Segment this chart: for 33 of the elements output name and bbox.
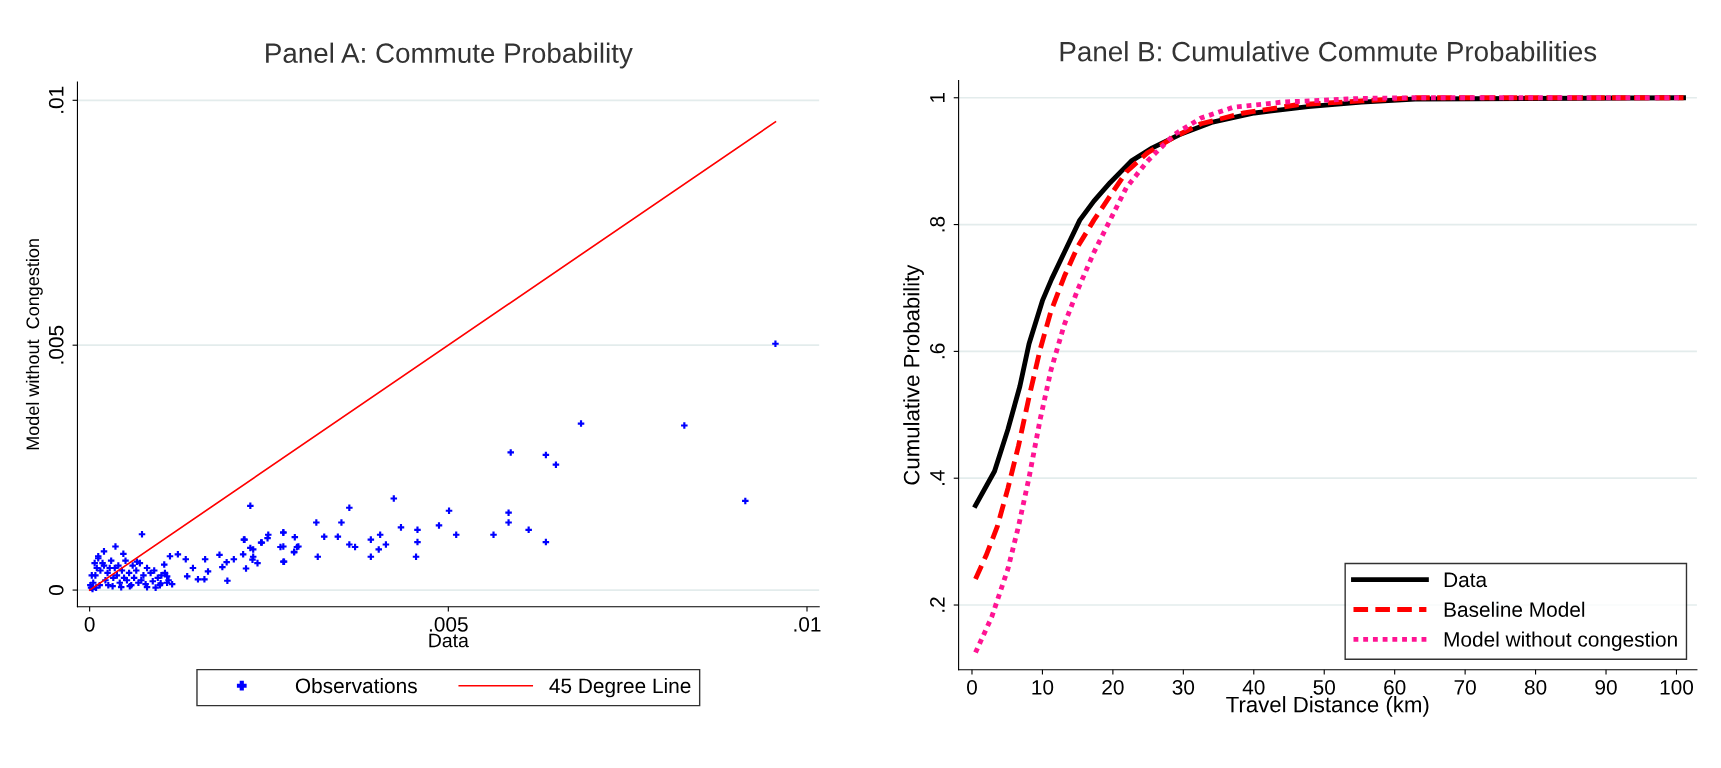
y-tick-label: .8 xyxy=(930,216,945,232)
chart-title: Panel B: Cumulative Commute Probabilities xyxy=(1060,41,1597,62)
x-axis-title: Data xyxy=(429,633,469,648)
x-tick-label: 100 xyxy=(1660,679,1694,695)
y-tick-label: 0 xyxy=(48,585,64,596)
x-tick-label: 40 xyxy=(1242,679,1265,695)
x-tick-label: 30 xyxy=(1172,679,1195,695)
x-tick-label: 10 xyxy=(1032,679,1054,695)
x-tick-label: 60 xyxy=(1384,679,1406,695)
x-tick-label: 0 xyxy=(967,679,977,695)
y-tick-label: .2 xyxy=(930,597,945,612)
y-tick-label: .005 xyxy=(48,325,64,364)
y-tick-label: .6 xyxy=(930,343,945,359)
chart-title: Panel A: Commute Probability xyxy=(266,42,633,69)
y-tick-label: .4 xyxy=(930,470,945,485)
legend-label: Baseline Model xyxy=(1444,601,1585,617)
y-axis-title: Model without Congestion xyxy=(25,239,43,450)
x-tick-label: .01 xyxy=(794,616,821,632)
x-tick-label: 0 xyxy=(84,616,95,632)
y-axis-title: Cumulative Probability xyxy=(903,264,924,485)
legend-label: Data xyxy=(1444,572,1488,588)
y-tick-label: .01 xyxy=(48,86,64,113)
x-tick-label: .005 xyxy=(429,616,468,632)
x-tick-label: 50 xyxy=(1313,679,1335,695)
legend-label: Observations xyxy=(295,677,417,694)
legend-label: Model without congestion xyxy=(1444,631,1677,651)
x-tick-label: 70 xyxy=(1454,679,1476,695)
x-tick-label: 80 xyxy=(1524,679,1547,695)
x-axis-title: Travel Distance (km) xyxy=(1226,696,1429,717)
x-tick-label: 20 xyxy=(1102,679,1124,695)
y-tick-label: 1 xyxy=(930,92,945,102)
legend-label: 45 Degree Line xyxy=(549,677,691,698)
x-tick-label: 90 xyxy=(1595,679,1617,695)
